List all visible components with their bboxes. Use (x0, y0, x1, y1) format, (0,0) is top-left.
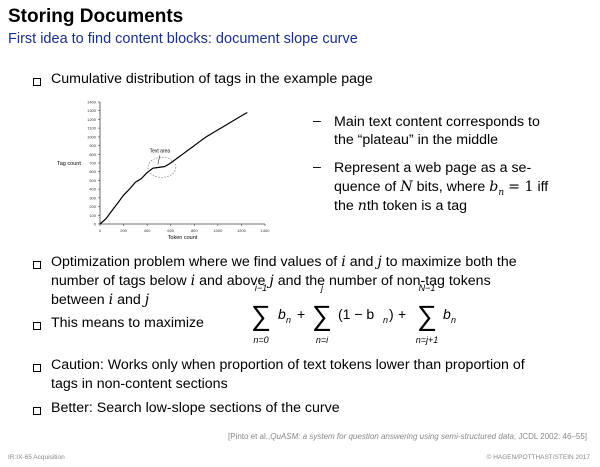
formula-sub: n (383, 315, 388, 325)
bullet-text: This means to maximize (51, 315, 204, 331)
series-line (99, 111, 248, 225)
x-tick-label: 200 (120, 228, 127, 233)
x-tick-label: 0 (99, 228, 102, 233)
note-2-line-2: quence of N bits, where bn = 1 iff (334, 178, 548, 202)
bullet-text-line-1: Optimization problem where we find value… (51, 254, 517, 270)
bullet-marker (33, 364, 41, 372)
formula-term: b (443, 306, 451, 322)
y-tick-label: 900 (89, 143, 96, 148)
formula-term: (1 − b (338, 306, 374, 322)
annotation-arrow (157, 155, 161, 165)
y-tick-label: 1200 (87, 117, 97, 122)
bullet-text-line-1: Caution: Works only when proportion of t… (51, 357, 525, 373)
y-tick-label: 400 (89, 187, 96, 192)
slide-subtitle: First idea to find content blocks: docum… (8, 31, 358, 47)
footer-right: © HAGEN/POTTHAST/STEIN 2017 (486, 454, 590, 461)
bullet-text-line-2: tags in non-content sections (51, 376, 228, 392)
math-var: n (357, 198, 367, 214)
bullet-marker (33, 407, 41, 415)
slope-chart: 0 100 200 300 400 500 600 700 800 900 1000 1100 1200… (57, 100, 271, 242)
note-dash: – (313, 113, 321, 129)
sum-upper-limit: j (320, 283, 324, 293)
math-var: bn (489, 179, 505, 198)
note-text: th token is a tag (366, 198, 467, 214)
x-tick-label: 1200 (237, 228, 247, 233)
note-text: quence of (334, 179, 397, 195)
y-tick-label: 1300 (87, 108, 97, 113)
x-axis-label: Token count (168, 235, 198, 241)
y-tick-label: 200 (89, 204, 96, 209)
x-tick-label: 800 (191, 228, 198, 233)
plateau-highlight (147, 157, 177, 178)
maximize-formula: i−1 ∑ n=0 b n + j ∑ n=i (1 − b n ) + N−1… (251, 283, 456, 345)
y-tick-label: 0 (94, 222, 97, 227)
formula-plus: + (297, 306, 305, 322)
x-tick-label: 1400 (261, 228, 271, 233)
math-var: N (400, 179, 413, 195)
note-text: the (334, 198, 354, 214)
sum-symbol: ∑ (251, 300, 271, 331)
note-text: iff (537, 179, 549, 195)
note-text: bits, where (416, 179, 486, 195)
y-tick-label: 1000 (87, 134, 97, 139)
sum-symbol: ∑ (312, 300, 332, 331)
formula-sub: n (286, 315, 291, 325)
citation: [Pinto et al.,QuASM: a system for questi… (227, 432, 587, 441)
sum-symbol: ∑ (417, 300, 437, 331)
y-tick-label: 100 (89, 213, 96, 218)
math-eq: = 1 (508, 179, 534, 195)
y-tick-label: 700 (89, 161, 96, 166)
y-tick-label: 600 (89, 169, 96, 174)
bullet-marker (33, 322, 41, 330)
bullet-text: Cumulative distribution of tags in the e… (51, 71, 373, 87)
sum-lower-limit: n=i (316, 335, 329, 345)
formula-plus: + (398, 306, 406, 322)
x-tick-label: 400 (144, 228, 151, 233)
bullet-text: Better: Search low-slope sections of the… (51, 400, 340, 416)
formula-sub: n (451, 315, 456, 325)
footer-left: IR:IX-65 Acquisition (8, 454, 65, 461)
bullet-text-line-2: number of tags below i and above j and t… (51, 273, 491, 289)
x-tick-label: 1000 (213, 228, 223, 233)
note-1-line-2: the “plateau” in the middle (334, 132, 499, 148)
annotation-label: Text area (150, 148, 171, 154)
y-tick-label: 1400 (87, 100, 97, 105)
sum-upper-limit: N−1 (419, 283, 436, 293)
note-dash: – (313, 159, 321, 175)
note-2-line-3: the nth token is a tag (334, 197, 467, 216)
bullet-text-line-3: between i and j (51, 292, 150, 308)
note-1-line-1: Main text content corresponds to (334, 114, 540, 130)
sum-lower-limit: n=0 (253, 335, 268, 345)
slide-title: Storing Documents (8, 6, 184, 27)
bullet-marker (33, 261, 41, 269)
y-tick-label: 800 (89, 152, 96, 157)
formula-term: b (278, 306, 286, 322)
note-2-line-1: Represent a web page as a se- (334, 160, 532, 176)
y-axis-label: Tag count (57, 161, 81, 167)
y-tick-label: 300 (89, 195, 96, 200)
x-tick-label: 600 (167, 228, 174, 233)
y-tick-label: 500 (89, 178, 96, 183)
formula-paren: ) (389, 306, 394, 322)
y-tick-label: 1100 (87, 126, 96, 131)
sum-lower-limit: n=j+1 (416, 335, 439, 345)
sum-upper-limit: i−1 (255, 283, 267, 293)
bullet-marker (33, 78, 41, 86)
